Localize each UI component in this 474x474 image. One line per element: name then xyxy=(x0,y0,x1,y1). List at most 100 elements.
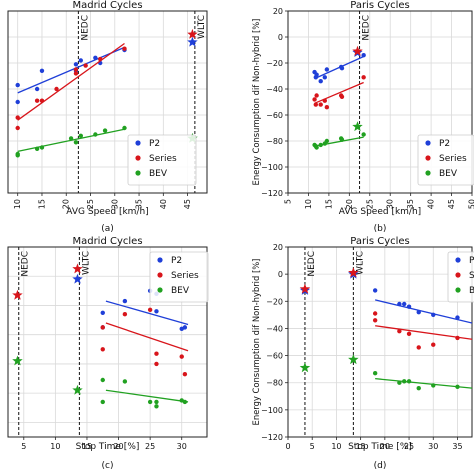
data-point-p2 xyxy=(314,72,319,77)
legend-label-bev: B xyxy=(469,286,474,296)
data-point-series xyxy=(314,93,319,98)
legend: P2 Series BEV xyxy=(417,134,474,186)
data-point-bev xyxy=(431,383,436,388)
data-point-series xyxy=(372,311,378,316)
data-point-bev xyxy=(100,399,105,405)
legend-box xyxy=(127,134,197,186)
data-point-bev xyxy=(68,136,74,141)
reference-label-wltc: WLTC xyxy=(355,251,365,275)
legend-label-p2: P2 xyxy=(439,139,450,149)
x-tick-label: 40 xyxy=(427,199,436,209)
y-tick-label: −60 xyxy=(266,352,283,361)
legend-label-bev: BEV xyxy=(439,169,458,179)
x-tick-label: 20 xyxy=(380,442,390,451)
x-tick-label: 30 xyxy=(428,442,438,451)
x-tick-label: 35 xyxy=(452,442,462,451)
x-tick-label: 30 xyxy=(110,199,119,209)
x-tick-label: 10 xyxy=(50,442,60,451)
x-axis-label: AVG Speed [km/h] xyxy=(339,207,421,217)
y-tick-label: −40 xyxy=(266,324,283,333)
data-point-p2 xyxy=(122,298,128,304)
x-tick-label: 20 xyxy=(113,442,123,451)
data-point-bev xyxy=(318,142,323,148)
legend-box xyxy=(447,251,474,303)
data-point-p2 xyxy=(93,55,98,60)
x-tick-label: 0 xyxy=(285,442,290,451)
data-point-p2 xyxy=(322,75,327,80)
data-point-p2 xyxy=(318,79,323,84)
reference-label-nedc: NEDC xyxy=(21,251,31,277)
data-point-series xyxy=(361,75,366,80)
data-point-series xyxy=(34,98,40,103)
data-point-bev xyxy=(78,133,84,138)
data-point-bev xyxy=(122,379,128,384)
legend: P2 Series BEV xyxy=(149,251,209,303)
x-axis-label: Stop Time [%] xyxy=(76,442,140,452)
star-marker-p2 xyxy=(187,36,198,47)
trend-line-p2 xyxy=(105,300,189,326)
data-point-bev xyxy=(416,385,421,391)
data-point-bev xyxy=(339,137,345,142)
legend-label-series: S xyxy=(469,271,474,281)
data-point-series xyxy=(313,102,319,107)
data-point-p2 xyxy=(15,82,20,88)
data-point-bev xyxy=(93,132,98,137)
data-point-series xyxy=(122,46,127,51)
gridlines xyxy=(288,11,472,193)
data-point-series xyxy=(455,335,460,341)
data-point-series xyxy=(147,307,153,313)
data-point-bev xyxy=(122,125,127,131)
x-tick-label: 15 xyxy=(82,442,92,451)
plot-area xyxy=(312,45,366,150)
data-point-p2 xyxy=(455,315,460,320)
data-point-series xyxy=(182,371,188,377)
reference-star-marker xyxy=(299,362,311,373)
x-tick-label: 45 xyxy=(183,199,192,209)
x-tick-label: 40 xyxy=(159,199,168,209)
y-tick-label: −80 xyxy=(266,137,283,146)
legend-label-p2: P xyxy=(469,256,474,266)
data-point-series xyxy=(39,98,45,103)
y-tick-label: 0 xyxy=(278,270,283,279)
data-point-p2 xyxy=(372,288,378,293)
legend-marker-p2 xyxy=(135,140,141,146)
x-tick-label: 5 xyxy=(310,442,315,451)
x-axis-label: AVG Speed [km/h] xyxy=(66,207,148,217)
panel-caption: (c) xyxy=(102,461,114,471)
x-tick-label: 30 xyxy=(386,199,395,209)
x-tick-label: 25 xyxy=(404,442,414,451)
trend-line-series xyxy=(17,42,125,121)
reference-label-nedc: NEDC xyxy=(362,15,372,41)
legend-label-series: Series xyxy=(149,154,177,164)
data-point-bev xyxy=(314,145,319,150)
y-axis-label: Energy Consumption dif Non-hybrid [%] xyxy=(251,259,261,426)
star-marker-p2 xyxy=(72,273,83,284)
data-point-series xyxy=(324,105,330,110)
legend: P2 Series BEV xyxy=(127,134,197,186)
y-tick-label: −120 xyxy=(261,433,283,442)
star-marker-bev xyxy=(352,121,363,132)
data-point-series xyxy=(339,94,345,100)
x-tick-label: 30 xyxy=(177,442,187,451)
legend-marker-series xyxy=(135,155,141,161)
data-point-bev xyxy=(402,379,407,384)
data-point-series xyxy=(312,97,317,102)
reference-label-nedc: NEDC xyxy=(307,251,317,277)
data-point-p2 xyxy=(100,310,105,315)
x-tick-label: 5 xyxy=(21,442,26,451)
data-point-p2 xyxy=(431,312,436,318)
data-point-bev xyxy=(397,380,402,385)
data-point-bev xyxy=(73,140,79,145)
y-tick-label: 0 xyxy=(278,33,283,42)
data-point-series xyxy=(397,328,402,334)
trend-line-series xyxy=(105,322,189,352)
plot-area xyxy=(299,267,472,391)
data-point-series xyxy=(372,318,378,323)
data-point-series xyxy=(416,345,421,350)
reference-star-marker xyxy=(299,283,311,294)
data-point-bev xyxy=(406,379,412,384)
x-tick-label: 15 xyxy=(356,442,366,451)
plot-frame xyxy=(7,246,208,438)
data-point-p2 xyxy=(324,67,330,72)
